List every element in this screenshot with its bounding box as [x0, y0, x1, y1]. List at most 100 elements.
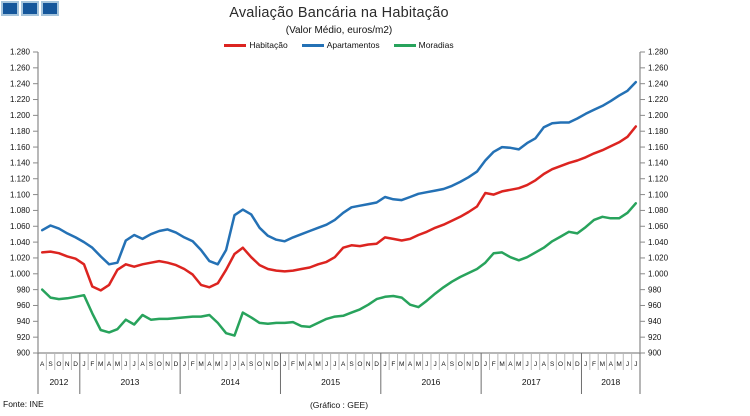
svg-text:1.120: 1.120	[648, 174, 669, 183]
svg-text:1.140: 1.140	[10, 159, 31, 168]
svg-text:D: D	[575, 361, 580, 368]
svg-text:960: 960	[648, 301, 662, 310]
svg-text:J: J	[634, 361, 637, 368]
svg-text:1.220: 1.220	[10, 95, 31, 104]
svg-text:J: J	[434, 361, 437, 368]
svg-text:M: M	[215, 361, 220, 368]
svg-text:M: M	[616, 361, 621, 368]
svg-text:960: 960	[17, 301, 31, 310]
svg-text:F: F	[90, 361, 94, 368]
legend-item-apartamentos: Apartamentos	[301, 40, 380, 50]
svg-text:A: A	[542, 361, 547, 368]
svg-text:A: A	[207, 361, 212, 368]
svg-text:F: F	[492, 361, 496, 368]
svg-text:1.260: 1.260	[10, 64, 31, 73]
svg-text:A: A	[107, 361, 112, 368]
legend-item-moradias: Moradias	[393, 40, 454, 50]
svg-text:2018: 2018	[601, 377, 620, 387]
svg-text:A: A	[40, 361, 45, 368]
svg-text:2012: 2012	[49, 377, 68, 387]
legend-swatch-apartamentos	[301, 43, 324, 47]
svg-text:M: M	[115, 361, 120, 368]
svg-text:O: O	[558, 361, 563, 368]
svg-text:S: S	[48, 361, 53, 368]
svg-text:A: A	[341, 361, 346, 368]
svg-text:J: J	[283, 361, 286, 368]
svg-text:1.160: 1.160	[648, 143, 669, 152]
svg-text:A: A	[308, 361, 313, 368]
svg-text:M: M	[499, 361, 504, 368]
svg-text:1.180: 1.180	[10, 127, 31, 136]
svg-text:J: J	[82, 361, 85, 368]
svg-text:1.180: 1.180	[648, 127, 669, 136]
svg-text:O: O	[56, 361, 61, 368]
legend-label-habitacao: Habitação	[249, 40, 288, 50]
svg-text:2015: 2015	[321, 377, 340, 387]
svg-text:J: J	[534, 361, 537, 368]
svg-text:J: J	[225, 361, 228, 368]
logo	[1, 1, 59, 16]
svg-text:2016: 2016	[422, 377, 441, 387]
svg-text:M: M	[315, 361, 320, 368]
svg-text:A: A	[241, 361, 246, 368]
svg-text:N: N	[65, 361, 70, 368]
svg-text:O: O	[157, 361, 162, 368]
svg-text:A: A	[441, 361, 446, 368]
svg-text:1.100: 1.100	[648, 190, 669, 199]
svg-text:M: M	[399, 361, 404, 368]
svg-text:O: O	[357, 361, 362, 368]
svg-text:F: F	[391, 361, 395, 368]
svg-text:1.060: 1.060	[648, 222, 669, 231]
svg-text:900: 900	[648, 349, 662, 358]
svg-text:J: J	[124, 361, 127, 368]
svg-text:S: S	[149, 361, 154, 368]
logo-square	[1, 1, 19, 16]
svg-text:M: M	[299, 361, 304, 368]
svg-text:S: S	[349, 361, 354, 368]
svg-text:1.200: 1.200	[648, 111, 669, 120]
svg-text:F: F	[291, 361, 295, 368]
svg-text:J: J	[333, 361, 336, 368]
svg-text:N: N	[266, 361, 271, 368]
svg-text:M: M	[600, 361, 605, 368]
svg-text:980: 980	[17, 285, 31, 294]
svg-text:1.040: 1.040	[10, 238, 31, 247]
svg-text:J: J	[133, 361, 136, 368]
svg-text:1.120: 1.120	[10, 174, 31, 183]
svg-text:A: A	[508, 361, 513, 368]
svg-text:A: A	[609, 361, 614, 368]
svg-text:O: O	[257, 361, 262, 368]
legend-label-moradias: Moradias	[418, 40, 454, 50]
source-note: Fonte: INE	[3, 399, 44, 409]
chart-subtitle: (Valor Médio, euros/m2)	[285, 25, 393, 36]
chart-title: Avaliação Bancária na Habitação	[229, 5, 449, 21]
svg-text:M: M	[416, 361, 421, 368]
svg-text:F: F	[191, 361, 195, 368]
svg-text:N: N	[567, 361, 572, 368]
legend-label-apartamentos: Apartamentos	[326, 40, 380, 50]
svg-text:J: J	[325, 361, 328, 368]
svg-text:D: D	[475, 361, 480, 368]
svg-text:S: S	[450, 361, 455, 368]
svg-text:1.240: 1.240	[10, 79, 31, 88]
svg-text:J: J	[383, 361, 386, 368]
svg-text:1.260: 1.260	[648, 64, 669, 73]
svg-text:940: 940	[648, 317, 662, 326]
svg-text:1.080: 1.080	[648, 206, 669, 215]
svg-text:J: J	[484, 361, 487, 368]
svg-text:900: 900	[17, 349, 31, 358]
svg-text:940: 940	[17, 317, 31, 326]
svg-text:1.240: 1.240	[648, 79, 669, 88]
svg-text:M: M	[516, 361, 521, 368]
svg-text:1.220: 1.220	[648, 95, 669, 104]
svg-text:1.020: 1.020	[648, 254, 669, 263]
svg-text:A: A	[140, 361, 145, 368]
credit-note: (Gráfico : GEE)	[309, 400, 369, 410]
svg-text:D: D	[374, 361, 379, 368]
svg-text:2014: 2014	[221, 377, 240, 387]
svg-text:980: 980	[648, 285, 662, 294]
svg-text:1.140: 1.140	[648, 159, 669, 168]
svg-text:J: J	[233, 361, 236, 368]
